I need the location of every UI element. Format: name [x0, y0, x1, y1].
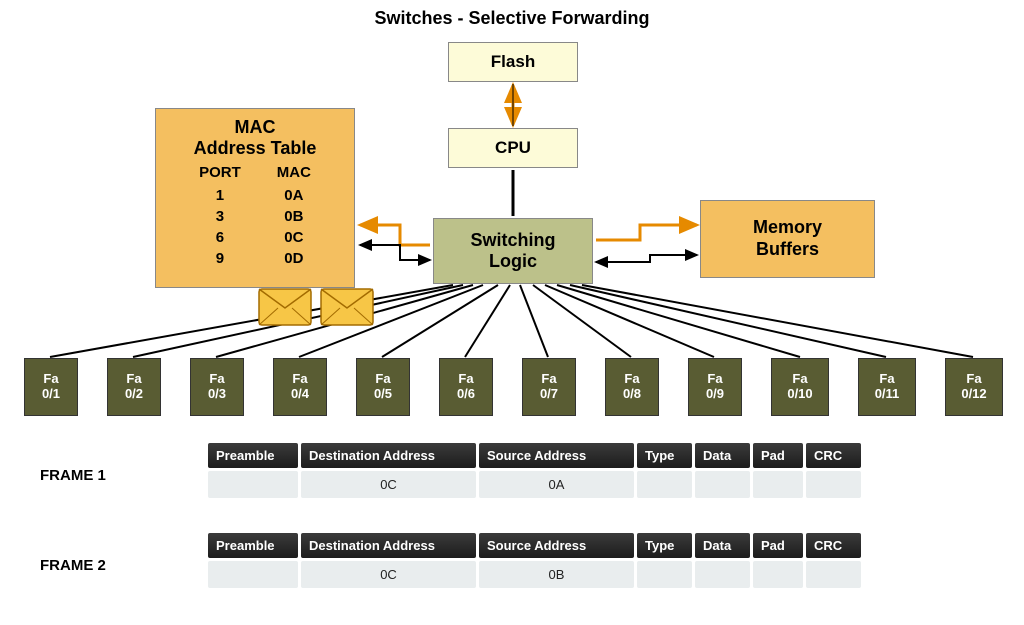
- mac-mac-1: 0B: [277, 208, 311, 225]
- frame-col-header: Pad: [753, 533, 803, 558]
- cpu-box: CPU: [448, 128, 578, 168]
- diagram-title: Switches - Selective Forwarding: [0, 8, 1024, 29]
- switching-logic-box: Switching Logic: [433, 218, 593, 284]
- frame-col-header: Preamble: [208, 443, 298, 468]
- switching-label-1: Switching: [471, 230, 556, 251]
- memory-buffers-box: Memory Buffers: [700, 200, 875, 278]
- frame-cell: [208, 561, 298, 588]
- port-0-10: Fa0/10: [771, 358, 829, 416]
- frame-col-header: Pad: [753, 443, 803, 468]
- frame-cell: 0A: [479, 471, 634, 498]
- diagram-canvas: Switches - Selective Forwarding: [0, 0, 1024, 625]
- frame-col-header: Data: [695, 443, 750, 468]
- frame-col-header: CRC: [806, 443, 861, 468]
- mac-mac-3: 0D: [277, 250, 311, 267]
- envelope-icon: [258, 288, 312, 326]
- frame1-table: PreambleDestination AddressSource Addres…: [205, 440, 864, 501]
- cpu-label: CPU: [495, 138, 531, 158]
- frame-cell: 0B: [479, 561, 634, 588]
- frame-col-header: CRC: [806, 533, 861, 558]
- frame-col-header: Source Address: [479, 533, 634, 558]
- frame-cell: [637, 471, 692, 498]
- mac-title-l1: MAC: [235, 117, 276, 137]
- flash-label: Flash: [491, 52, 535, 72]
- port-0-7: Fa0/7: [522, 358, 576, 416]
- frame-cell: [695, 561, 750, 588]
- mac-title-l2: Address Table: [194, 138, 317, 158]
- memory-label-1: Memory: [753, 217, 822, 239]
- mac-col-mac: MAC 0A 0B 0C 0D: [259, 164, 329, 267]
- frame2-table: PreambleDestination AddressSource Addres…: [205, 530, 864, 591]
- switching-label-2: Logic: [489, 251, 537, 272]
- frame-col-header: Source Address: [479, 443, 634, 468]
- port-0-3: Fa0/3: [190, 358, 244, 416]
- frame-cell: [806, 471, 861, 498]
- frame-cell: [753, 561, 803, 588]
- frame2-label: FRAME 2: [40, 557, 106, 574]
- frame1-label: FRAME 1: [40, 467, 106, 484]
- frame-cell: [806, 561, 861, 588]
- envelope-icon: [320, 288, 374, 326]
- port-0-9: Fa0/9: [688, 358, 742, 416]
- port-0-2: Fa0/2: [107, 358, 161, 416]
- mac-col-port: PORT 1 3 6 9: [181, 164, 259, 267]
- frame-cell: [208, 471, 298, 498]
- port-0-5: Fa0/5: [356, 358, 410, 416]
- frame-col-header: Destination Address: [301, 533, 476, 558]
- port-0-11: Fa0/11: [858, 358, 916, 416]
- frame-col-header: Type: [637, 443, 692, 468]
- frame-col-header: Preamble: [208, 533, 298, 558]
- mac-port-0: 1: [199, 187, 241, 204]
- mac-table-body: PORT 1 3 6 9 MAC 0A 0B 0C 0D: [181, 164, 329, 267]
- frame-cell: 0C: [301, 471, 476, 498]
- port-0-8: Fa0/8: [605, 358, 659, 416]
- mac-mac-2: 0C: [277, 229, 311, 246]
- mac-address-table: MAC Address Table PORT 1 3 6 9 MAC 0A 0B…: [155, 108, 355, 288]
- port-0-4: Fa0/4: [273, 358, 327, 416]
- mac-port-2: 6: [199, 229, 241, 246]
- frame-cell: 0C: [301, 561, 476, 588]
- mac-title: MAC Address Table: [194, 117, 317, 158]
- frame-cell: [695, 471, 750, 498]
- port-0-6: Fa0/6: [439, 358, 493, 416]
- frame-col-header: Data: [695, 533, 750, 558]
- mac-col1-hdr: PORT: [199, 164, 241, 181]
- mac-port-3: 9: [199, 250, 241, 267]
- port-0-1: Fa0/1: [24, 358, 78, 416]
- frame-cell: [637, 561, 692, 588]
- mac-mac-0: 0A: [277, 187, 311, 204]
- frame-col-header: Type: [637, 533, 692, 558]
- memory-label-2: Buffers: [756, 239, 819, 261]
- flash-box: Flash: [448, 42, 578, 82]
- mac-port-1: 3: [199, 208, 241, 225]
- frame-col-header: Destination Address: [301, 443, 476, 468]
- port-0-12: Fa0/12: [945, 358, 1003, 416]
- frame-cell: [753, 471, 803, 498]
- mac-col2-hdr: MAC: [277, 164, 311, 181]
